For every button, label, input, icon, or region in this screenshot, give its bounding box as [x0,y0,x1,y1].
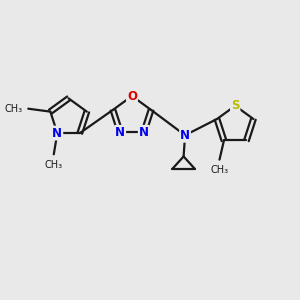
Text: N: N [52,127,62,140]
Text: O: O [127,89,137,103]
Text: S: S [231,99,239,112]
Text: CH₃: CH₃ [45,160,63,170]
Text: CH₃: CH₃ [211,165,229,175]
Text: N: N [180,129,190,142]
Text: N: N [115,126,125,139]
Text: CH₃: CH₃ [5,104,23,114]
Text: N: N [139,126,149,139]
